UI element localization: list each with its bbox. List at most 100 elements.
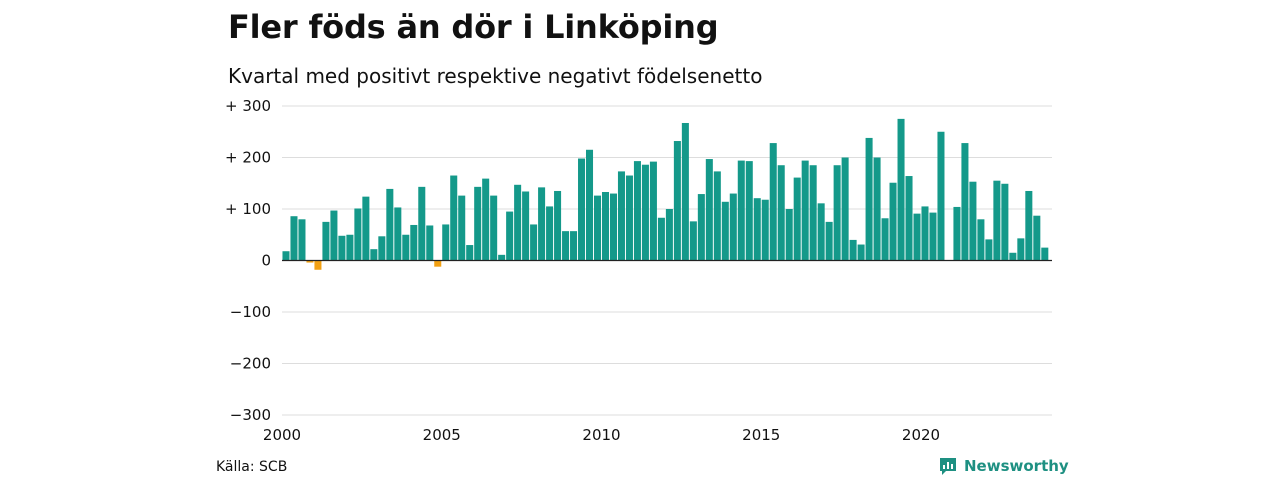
bar: [897, 118, 905, 261]
bar: [601, 192, 610, 261]
x-tick-label: 2020: [902, 426, 940, 444]
bar: [849, 239, 857, 261]
bar: [1009, 252, 1017, 261]
bar: [562, 231, 570, 261]
bar: [873, 157, 881, 261]
bar: [410, 224, 418, 261]
bar: [354, 208, 362, 261]
bar: [290, 216, 298, 261]
bar: [498, 254, 506, 261]
bar: [482, 178, 490, 261]
bar: [450, 175, 458, 261]
y-tick-label: −200: [230, 355, 271, 373]
bar: [506, 211, 514, 261]
bar: [1041, 247, 1049, 261]
bar: [617, 171, 625, 261]
bars: [282, 118, 1049, 270]
bar: [322, 221, 330, 261]
bar: [889, 182, 897, 261]
bar: [929, 212, 937, 261]
y-tick-label: −300: [230, 406, 271, 424]
y-tick-label: + 200: [225, 149, 271, 167]
bar: [1025, 190, 1033, 261]
bar: [514, 184, 522, 261]
bar: [809, 165, 817, 261]
bar: [689, 221, 697, 261]
bar: [705, 159, 713, 261]
bar: [977, 219, 985, 261]
bar: [833, 165, 841, 261]
bar: [905, 176, 913, 261]
x-axis-tick-labels: 2000 2005 2010 2015 2020: [263, 426, 940, 444]
bar: [426, 225, 434, 261]
bar: [522, 191, 530, 261]
bar: [546, 206, 554, 261]
bar: [697, 194, 705, 261]
newsworthy-logo-icon: [940, 458, 956, 475]
bar: [665, 209, 673, 261]
bar: [386, 188, 394, 261]
bar: [937, 131, 945, 261]
bar: [761, 199, 769, 261]
y-tick-label: + 300: [225, 97, 271, 115]
bar: [921, 206, 929, 261]
y-tick-label: + 100: [225, 200, 271, 218]
bar: [737, 160, 745, 261]
bar: [857, 244, 865, 261]
chart-subtitle: Kvartal med positivt respektive negativt…: [228, 64, 763, 88]
bar: [370, 249, 378, 261]
bar: [442, 224, 450, 261]
y-tick-label: −100: [230, 303, 271, 321]
bar: [466, 245, 474, 261]
bar: [817, 203, 825, 261]
bar: [362, 196, 370, 261]
brand-name: Newsworthy: [964, 457, 1069, 475]
bar: [458, 195, 466, 261]
brand-logo[interactable]: Newsworthy: [938, 456, 1069, 476]
bar-chart: + 300 + 200 + 100 0 −100 −200 −300 2000 2005 201…: [225, 97, 1052, 444]
x-tick-label: 2010: [582, 426, 620, 444]
bar: [394, 207, 402, 261]
bar: [641, 164, 649, 261]
bar: [298, 219, 306, 261]
y-axis-tick-labels: + 300 + 200 + 100 0 −100 −200 −300: [225, 97, 271, 424]
bar: [609, 193, 617, 261]
bar: [490, 195, 498, 261]
bar: [306, 260, 314, 263]
bar: [346, 234, 354, 261]
bar: [985, 239, 993, 261]
bar: [314, 260, 322, 270]
bar: [993, 180, 1001, 261]
bar: [913, 213, 921, 261]
bar: [338, 235, 346, 261]
bar: [865, 137, 873, 261]
bar: [418, 186, 426, 261]
bar: [825, 221, 833, 261]
bar: [753, 198, 761, 261]
bar: [474, 186, 482, 261]
bar: [530, 224, 538, 261]
bar: [649, 161, 657, 261]
bar: [969, 181, 977, 261]
bar: [841, 157, 849, 261]
bar: [681, 122, 689, 261]
bar: [769, 143, 777, 261]
bar: [721, 201, 729, 261]
chart-title: Fler föds än dör i Linköping: [228, 8, 719, 46]
bar: [378, 236, 386, 261]
bar: [953, 206, 961, 261]
bar: [554, 190, 562, 261]
bar: [538, 187, 546, 261]
bar: [578, 158, 586, 261]
x-tick-label: 2015: [742, 426, 780, 444]
bar: [330, 210, 338, 261]
bar: [745, 161, 753, 261]
bar: [1001, 183, 1009, 261]
bar: [881, 218, 889, 261]
bar: [625, 175, 633, 261]
y-tick-label: 0: [261, 252, 271, 270]
x-tick-label: 2005: [423, 426, 461, 444]
bar: [729, 193, 737, 261]
bar: [793, 177, 801, 261]
bar: [801, 160, 809, 261]
